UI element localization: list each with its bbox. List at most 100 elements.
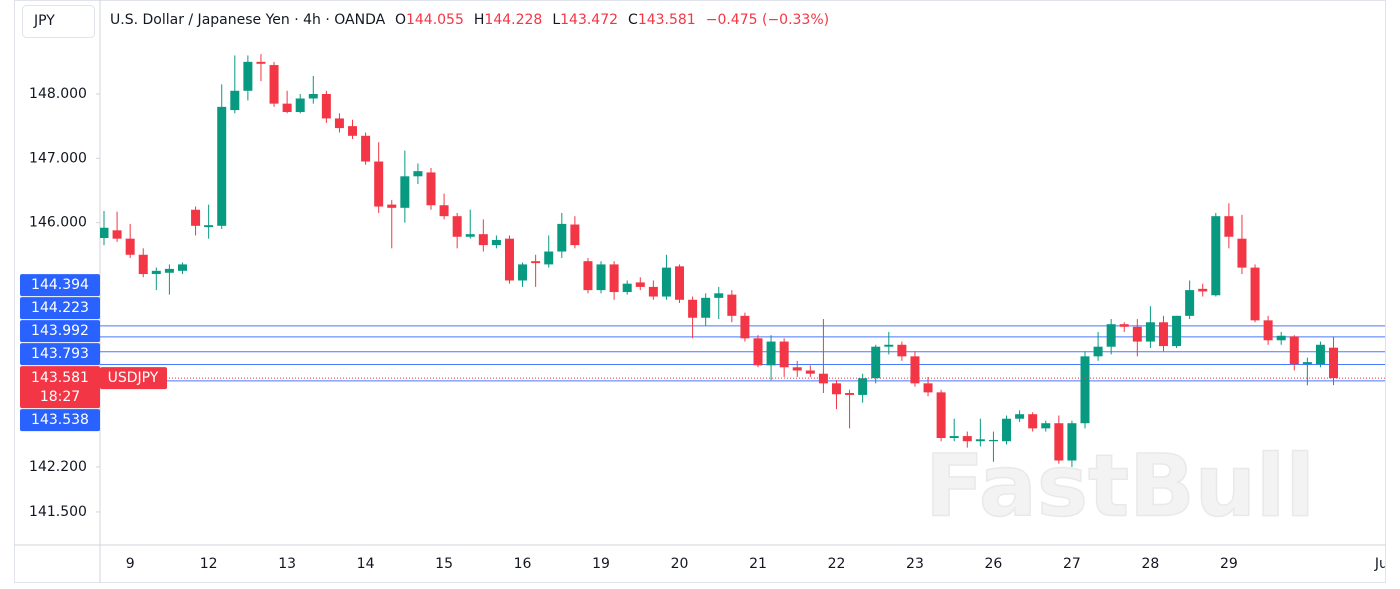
last-price-label: 143.581 [31, 370, 89, 386]
candle-body [1289, 336, 1299, 365]
y-tick-label: 146.000 [29, 215, 87, 231]
last-price-box [20, 366, 100, 409]
x-tick-label: 12 [200, 556, 218, 572]
price-line-label: 144.394 [31, 277, 89, 293]
price-line-box [20, 274, 100, 297]
candle-body [884, 344, 894, 347]
candle-body [269, 65, 279, 104]
frame [14, 0, 1386, 583]
candle-body [792, 367, 802, 371]
candle-body [1041, 423, 1051, 429]
candle-body [1067, 423, 1077, 461]
candle-body [845, 392, 855, 395]
candle-body [583, 261, 593, 291]
candle-body [714, 293, 724, 298]
candle-body [688, 299, 698, 318]
y-tick-label: 141.500 [29, 504, 87, 520]
ohlc-letter: L [552, 12, 560, 28]
candle-body [177, 264, 187, 271]
candle-body [1211, 216, 1221, 296]
candle-body [949, 436, 959, 439]
candle-body [1250, 267, 1260, 321]
candle-body [1172, 315, 1182, 347]
candle-body [256, 61, 266, 64]
ohlc-value: 143.581 [638, 12, 696, 28]
candle-body [439, 205, 449, 217]
x-tick-label: Jun [1374, 556, 1397, 572]
candle-body [897, 344, 907, 357]
y-tick-label: 148.000 [29, 86, 87, 102]
price-line-label: 143.793 [31, 346, 89, 362]
watermark: FastBull [925, 436, 1315, 536]
candle-body [518, 264, 528, 281]
candle-body [334, 118, 344, 129]
candle-body [426, 172, 436, 206]
x-tick-label: 23 [906, 556, 924, 572]
candle-body [321, 94, 331, 119]
candle-body [1315, 344, 1325, 365]
candle-body [1329, 347, 1339, 379]
candle-body [243, 61, 253, 91]
candle-body [282, 103, 292, 113]
x-tick-label: 26 [985, 556, 1003, 572]
candle-body [504, 238, 514, 281]
candle-body [1224, 216, 1234, 237]
x-tick-label: 28 [1141, 556, 1159, 572]
candle-body [1302, 362, 1312, 365]
candle-body [125, 238, 135, 255]
price-line-box [20, 320, 100, 343]
x-tick-label: 29 [1220, 556, 1238, 572]
x-tick-label: 13 [278, 556, 296, 572]
symbol-box[interactable] [22, 5, 95, 38]
candle-body [1028, 414, 1038, 429]
candle-body [1237, 238, 1247, 268]
candle-body [1080, 356, 1090, 424]
candle-body [1145, 322, 1155, 342]
candle-body [348, 126, 358, 136]
candle-body [766, 341, 776, 366]
candle-body [609, 264, 619, 293]
countdown: 18:27 [40, 389, 80, 405]
candle-body [701, 297, 711, 318]
candle-body [204, 225, 214, 228]
x-tick-label: 21 [749, 556, 767, 572]
ohlc-letter: O [395, 12, 406, 28]
candle-body [648, 286, 658, 297]
ohlc-value: 144.055 [406, 12, 464, 28]
time-axis: 9 12 13 14 15 16 19 20 21 22 23 26 27 28 29 Jun [126, 556, 1397, 572]
x-tick-label: 14 [357, 556, 375, 572]
candle-body [400, 176, 410, 208]
candle-body [112, 230, 122, 239]
candle-body [753, 338, 763, 366]
ohlc-value: 144.228 [484, 12, 542, 28]
candle-body [191, 209, 201, 226]
candle-body [478, 234, 488, 246]
candle-body [491, 239, 501, 246]
candle-body [1132, 326, 1142, 342]
candle-body [100, 227, 109, 239]
symbol-text[interactable]: JPY [33, 13, 55, 29]
candle-body [923, 383, 933, 393]
x-tick-label: 15 [435, 556, 453, 572]
candle-body [622, 283, 632, 293]
candle-body [138, 254, 148, 275]
x-tick-label: 9 [126, 556, 135, 572]
price-line-label: 144.223 [31, 300, 89, 316]
candle-body [871, 346, 881, 379]
title: U.S. Dollar / Japanese Yen · 4h · OANDA [110, 12, 386, 28]
candle-body [805, 370, 815, 374]
candle-body [1015, 414, 1025, 419]
candle-body [1276, 335, 1286, 341]
candle-body [975, 439, 985, 442]
candle-body [858, 378, 868, 395]
price-line-box [20, 343, 100, 366]
candle-body [1106, 324, 1116, 347]
y-tick-label: 142.200 [29, 459, 87, 475]
candle-body [1119, 324, 1129, 327]
candle-body [675, 266, 685, 300]
symbol-tag-label: USDJPY [108, 370, 159, 386]
y-tick-label: 147.000 [29, 150, 87, 166]
candle-body [413, 171, 423, 177]
candle-body [387, 204, 397, 208]
